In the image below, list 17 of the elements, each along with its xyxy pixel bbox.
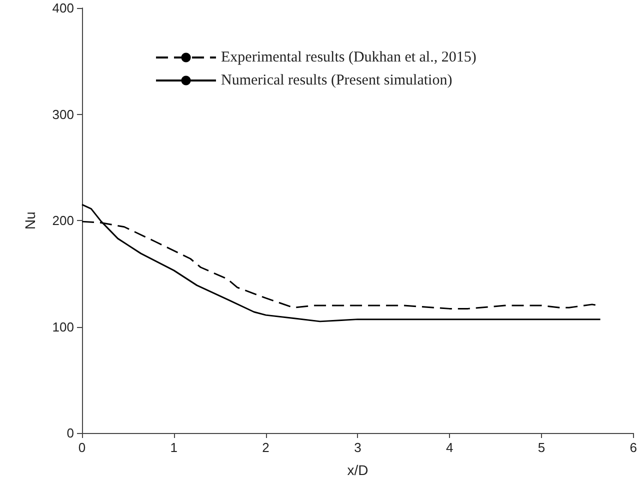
- line-series: [81, 204, 602, 322]
- y-tick-label: 200: [52, 213, 74, 228]
- legend-label: Numerical results (Present simulation): [221, 72, 452, 88]
- y-axis-title: Nu: [22, 212, 38, 230]
- y-tick-label: 100: [52, 319, 74, 334]
- x-tick-label: 3: [354, 440, 362, 455]
- x-tick-label: 2: [262, 440, 270, 455]
- x-tick-label: 0: [78, 440, 86, 455]
- x-tick-label: 6: [630, 440, 637, 455]
- y-tick-label: 400: [52, 0, 74, 16]
- y-tick-label: 0: [66, 426, 74, 440]
- y-tick-label: 300: [52, 106, 74, 122]
- x-axis-title: x/D: [347, 462, 368, 478]
- x-tick-label: 1: [170, 440, 178, 455]
- legend-label: Experimental results (Dukhan et al., 2015): [221, 50, 476, 66]
- x-tick-label: 4: [446, 440, 454, 455]
- x-tick-label: 5: [538, 440, 546, 455]
